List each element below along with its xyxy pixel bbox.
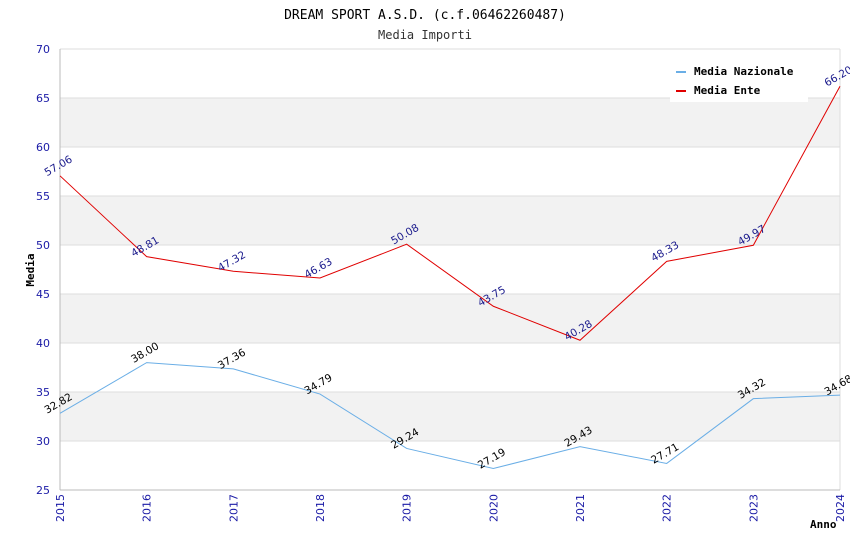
grid-band <box>60 392 840 441</box>
y-tick-label: 50 <box>36 239 50 252</box>
series-line-media-ente <box>59 86 841 341</box>
gridlines <box>60 48 841 491</box>
series-lines <box>59 86 841 470</box>
y-axis-label: Media <box>24 253 37 286</box>
chart-subtitle: Media Importi <box>378 28 472 42</box>
y-tick-label: 30 <box>36 435 50 448</box>
x-tick-label: 2019 <box>401 494 414 522</box>
data-label: 66.20 <box>822 64 850 89</box>
legend-label-media-nazionale: Media Nazionale <box>694 65 794 78</box>
y-tick-label: 35 <box>36 386 50 399</box>
x-tick-label: 2015 <box>54 494 67 522</box>
y-tick-label: 45 <box>36 288 50 301</box>
x-tick-label: 2021 <box>574 494 587 522</box>
x-tick-label: 2020 <box>487 494 500 522</box>
legend-box <box>670 58 808 102</box>
y-tick-label: 70 <box>36 43 50 56</box>
grid-band <box>60 98 840 147</box>
x-tick-label: 2016 <box>141 494 154 522</box>
grid-bands <box>60 98 840 441</box>
grid-band <box>60 196 840 245</box>
x-tick-label: 2024 <box>834 494 847 522</box>
x-tick-label: 2018 <box>314 494 327 522</box>
x-tick-labels: 2015 2016 2017 2018 2019 2020 2021 2022 2023 2024 <box>54 494 847 522</box>
data-label: 37.36 <box>216 346 248 372</box>
x-tick-label: 2022 <box>661 494 674 522</box>
data-label: 57.06 <box>42 153 74 179</box>
x-tick-label: 2017 <box>227 494 240 522</box>
y-tick-label: 65 <box>36 92 50 105</box>
chart-title: DREAM SPORT A.S.D. (c.f.06462260487) <box>284 8 566 23</box>
series-line-media-nazionale <box>59 362 841 470</box>
x-axis-label: Anno <box>810 518 837 531</box>
data-label: 46.63 <box>302 256 334 281</box>
y-tick-label: 60 <box>36 141 50 154</box>
y-tick-label: 55 <box>36 190 50 203</box>
legend-label-media-ente: Media Ente <box>694 84 761 97</box>
y-tick-label: 40 <box>36 337 50 350</box>
y-tick-labels: 25 30 35 40 45 50 55 60 65 70 <box>36 43 50 497</box>
legend: Media Nazionale Media Ente <box>670 58 808 102</box>
x-tick-label: 2023 <box>747 494 760 522</box>
grid-band <box>60 294 840 343</box>
y-tick-label: 25 <box>36 484 50 497</box>
data-label: 38.00 <box>129 340 161 365</box>
